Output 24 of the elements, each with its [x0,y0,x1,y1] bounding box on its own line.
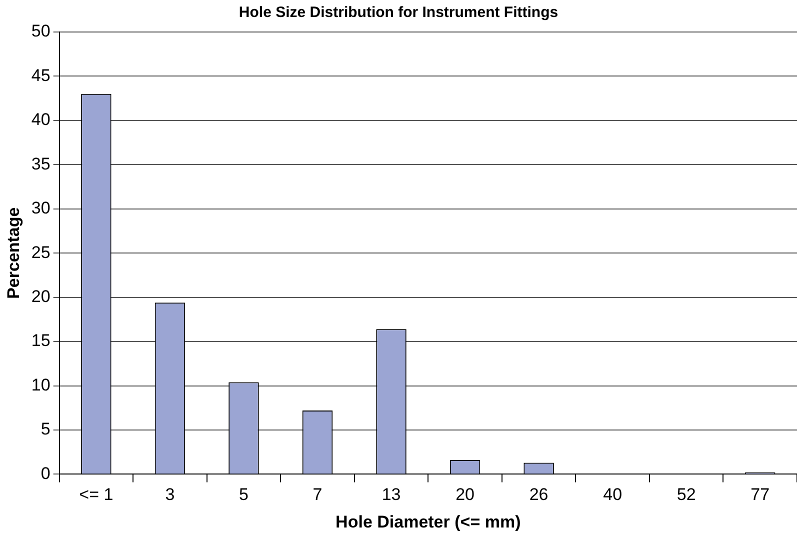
y-tick-label: 25 [31,242,50,262]
x-tick-label: 20 [456,485,474,504]
x-tick-label: <= 1 [79,485,114,504]
y-tick-label: 0 [40,464,50,483]
y-tick-label: 20 [31,287,50,306]
y-axis-title: Percentage [4,207,23,299]
y-tick-label: 15 [31,331,50,350]
x-tick-label: 26 [529,485,548,504]
x-tick-label: 5 [239,485,248,504]
y-tick-label: 5 [40,420,50,439]
y-tick-label: 45 [31,66,50,85]
x-tick-label: 7 [312,485,322,504]
y-tick-label: 50 [31,22,50,41]
x-tick-label: 13 [382,485,401,504]
x-tick-label: 52 [676,485,696,504]
y-tick-label: 40 [31,110,50,130]
x-tick-label: 40 [603,485,622,504]
x-axis-title: Hole Diameter (<= mm) [336,512,521,532]
x-tick-label: 77 [750,485,770,504]
y-tick-label: 30 [31,198,50,218]
y-tick-label: 35 [31,154,50,174]
x-tick-label: 3 [165,485,175,504]
y-tick-label: 10 [31,375,50,394]
chart-title: Hole Size Distribution for Instrument Fittings [238,4,558,22]
